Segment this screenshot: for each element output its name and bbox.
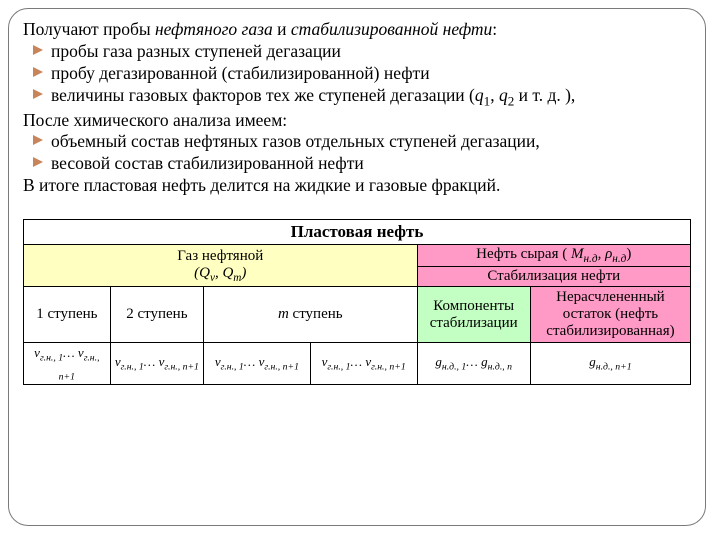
bullet-4: объемный состав нефтяных газов отдельных… [23, 131, 691, 153]
main-table: Пластовая нефть Газ нефтяной (Qv, Qm) Не… [23, 219, 691, 385]
residue-cell: Нерасчлененный остаток (нефть стабилизир… [530, 287, 690, 343]
oil-header: Нефть сырая ( Мн.д, ρн.д) Стабилизация н… [417, 245, 690, 287]
data-cell-4: vг.н., 1… vг.н., n+1 [310, 343, 417, 385]
data-cell-3: vг.н., 1… vг.н., n+1 [204, 343, 311, 385]
bullet-5: весовой состав стабилизированной нефти [23, 153, 691, 175]
table-title: Пластовая нефть [24, 220, 691, 245]
gas-header: Газ нефтяной (Qv, Qm) [24, 245, 418, 287]
components-cell: Компоненты стабилизации [417, 287, 530, 343]
step-1: 1 ступень [24, 287, 111, 343]
intro-line-1: Получают пробы нефтяного газа и стабилиз… [23, 19, 691, 41]
bullet-1: пробы газа разных ступеней дегазации [23, 41, 691, 63]
data-cell-1: vг.н., 1… vг.н., n+1 [24, 343, 111, 385]
text-content: Получают пробы нефтяного газа и стабилиз… [23, 19, 691, 197]
data-cell-5: gн.д., 1… gн.д., n [417, 343, 530, 385]
bullet-3: величины газовых факторов тех же ступене… [23, 85, 691, 110]
step-2: 2 ступень [110, 287, 203, 343]
data-cell-6: gн.д., n+1 [530, 343, 690, 385]
bullet-2: пробу дегазированной (стабилизированной)… [23, 63, 691, 85]
slide-frame: Получают пробы нефтяного газа и стабилиз… [8, 8, 706, 526]
data-cell-2: vг.н., 1… vг.н., n+1 [110, 343, 203, 385]
step-m: m ступень [204, 287, 417, 343]
intro-line-3: В итоге пластовая нефть делится на жидки… [23, 175, 691, 197]
intro-line-2: После химического анализа имеем: [23, 110, 691, 132]
